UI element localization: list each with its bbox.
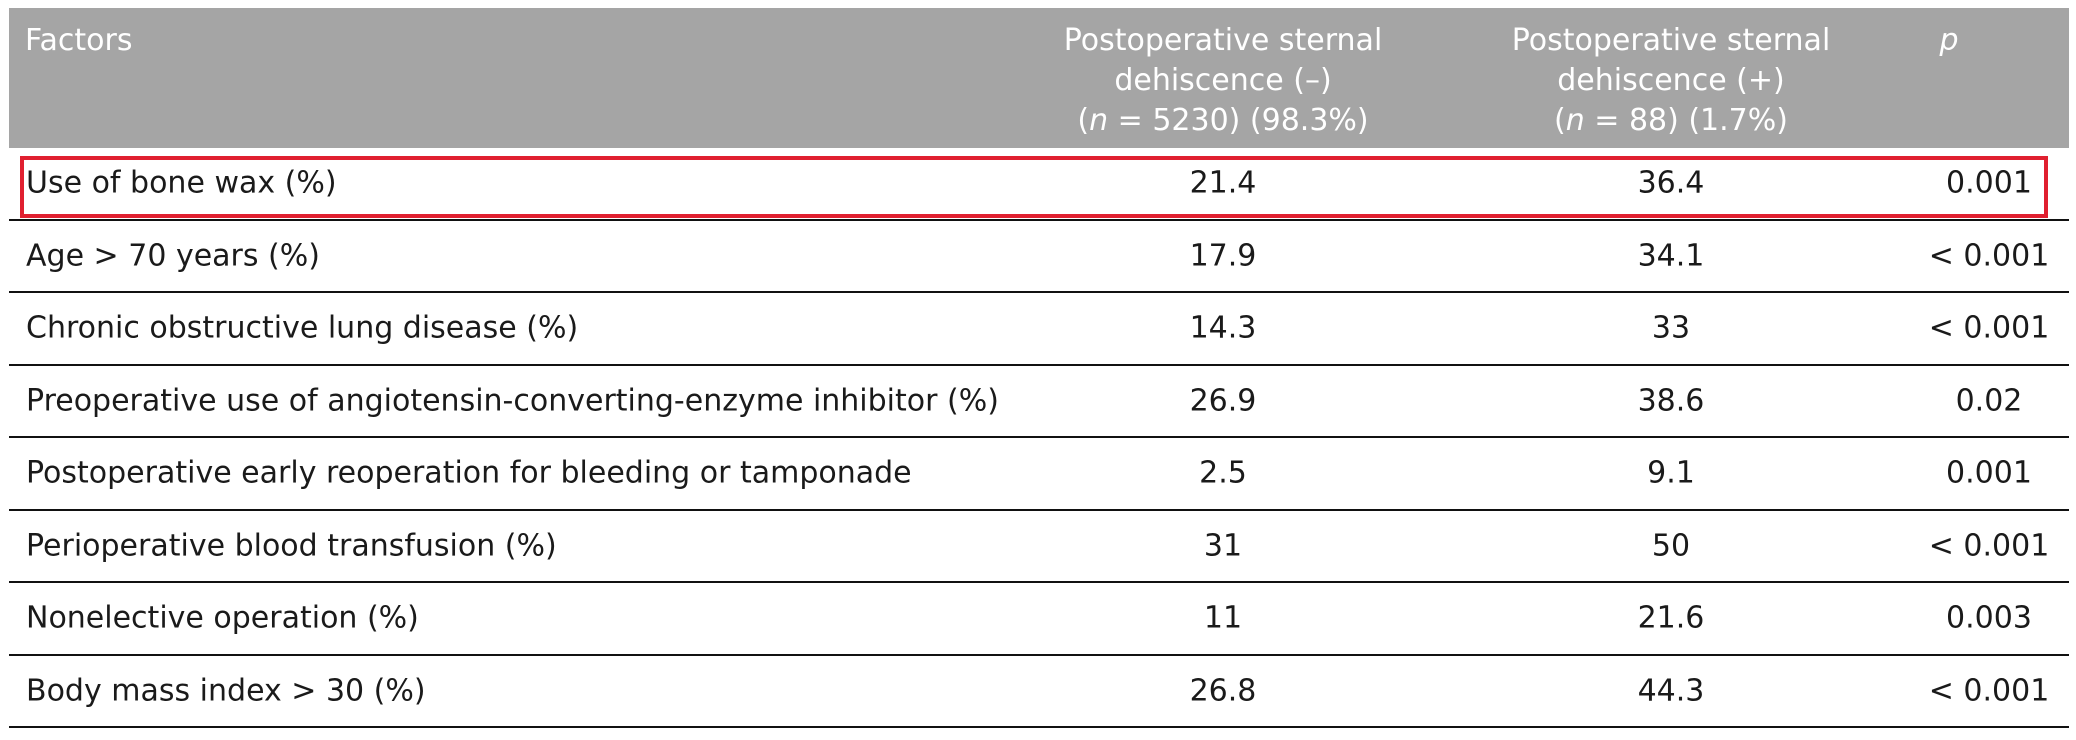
cell-dehiscence-positive: 33 (1651, 310, 1691, 346)
table-row: Preoperative use of angiotensin-converti… (9, 366, 2069, 438)
cell-dehiscence-negative: 31 (1203, 528, 1243, 564)
header-pos-line2: dehiscence (+) (1557, 63, 1785, 98)
cell-p-value: 0.001 (1946, 165, 2032, 201)
cell-p-value: < 0.001 (1928, 238, 2050, 274)
header-dehiscence-negative: Postoperative sternal dehiscence (–) (n … (1013, 21, 1433, 141)
cell-dehiscence-negative: 17.9 (1189, 238, 1257, 274)
header-neg-n-italic: n (1089, 103, 1109, 138)
header-factors: Factors (25, 21, 132, 61)
cell-factor: Age > 70 years (%) (26, 238, 320, 274)
header-pos-n: (n = 88) (1.7%) (1461, 101, 1881, 141)
table-body: Use of bone wax (%) 21.4 36.4 0.001 Age … (9, 148, 2069, 728)
cell-p-value: < 0.001 (1928, 310, 2050, 346)
cell-dehiscence-negative: 21.4 (1189, 165, 1257, 201)
header-p-value: p (1889, 21, 2009, 61)
table-row: Use of bone wax (%) 21.4 36.4 0.001 (9, 148, 2069, 221)
header-dehiscence-positive: Postoperative sternal dehiscence (+) (n … (1461, 21, 1881, 141)
cell-dehiscence-positive: 44.3 (1637, 673, 1705, 709)
cell-dehiscence-positive: 34.1 (1637, 238, 1705, 274)
cell-p-value: 0.02 (1955, 383, 2023, 419)
header-neg-line2: dehiscence (–) (1114, 63, 1332, 98)
cell-factor: Perioperative blood transfusion (%) (26, 528, 557, 564)
table-header: Factors Postoperative sternal dehiscence… (9, 8, 2069, 148)
table-row: Nonelective operation (%) 11 21.6 0.003 (9, 583, 2069, 656)
cell-p-value: < 0.001 (1928, 673, 2050, 709)
cell-p-value: 0.001 (1946, 455, 2032, 491)
header-pos-line1: Postoperative sternal (1511, 23, 1831, 58)
cell-dehiscence-positive: 9.1 (1647, 455, 1695, 491)
cell-dehiscence-negative: 11 (1203, 600, 1243, 636)
header-factors-label: Factors (25, 23, 133, 58)
cell-factor: Postoperative early reoperation for blee… (26, 455, 912, 491)
header-pos-n-prefix: ( (1554, 103, 1566, 138)
cell-dehiscence-negative: 26.9 (1189, 383, 1257, 419)
header-neg-n: (n = 5230) (98.3%) (1013, 101, 1433, 141)
header-neg-line1: Postoperative sternal (1063, 23, 1383, 58)
header-p-label: p (1939, 23, 1959, 58)
cell-dehiscence-positive: 50 (1651, 528, 1691, 564)
data-table: Factors Postoperative sternal dehiscence… (9, 8, 2069, 728)
table-row: Body mass index > 30 (%) 26.8 44.3 < 0.0… (9, 656, 2069, 728)
cell-factor: Chronic obstructive lung disease (%) (26, 310, 579, 346)
cell-dehiscence-negative: 2.5 (1199, 455, 1247, 491)
cell-dehiscence-positive: 36.4 (1637, 165, 1705, 201)
cell-dehiscence-negative: 26.8 (1189, 673, 1257, 709)
table-row: Age > 70 years (%) 17.9 34.1 < 0.001 (9, 221, 2069, 293)
cell-factor: Use of bone wax (%) (26, 165, 337, 201)
cell-p-value: < 0.001 (1928, 528, 2050, 564)
cell-factor: Preoperative use of angiotensin-converti… (26, 383, 999, 419)
table-row: Postoperative early reoperation for blee… (9, 438, 2069, 511)
cell-p-value: 0.003 (1946, 600, 2032, 636)
header-pos-n-rest: = 88) (1.7%) (1584, 103, 1788, 138)
table-row: Perioperative blood transfusion (%) 31 5… (9, 511, 2069, 583)
header-neg-n-rest: = 5230) (98.3%) (1108, 103, 1369, 138)
cell-factor: Body mass index > 30 (%) (26, 673, 426, 709)
header-neg-n-prefix: ( (1077, 103, 1090, 138)
cell-dehiscence-positive: 38.6 (1637, 383, 1705, 419)
cell-dehiscence-negative: 14.3 (1189, 310, 1257, 346)
header-pos-n-italic: n (1565, 103, 1585, 138)
cell-dehiscence-positive: 21.6 (1637, 600, 1705, 636)
table-row: Chronic obstructive lung disease (%) 14.… (9, 293, 2069, 366)
cell-factor: Nonelective operation (%) (26, 600, 419, 636)
